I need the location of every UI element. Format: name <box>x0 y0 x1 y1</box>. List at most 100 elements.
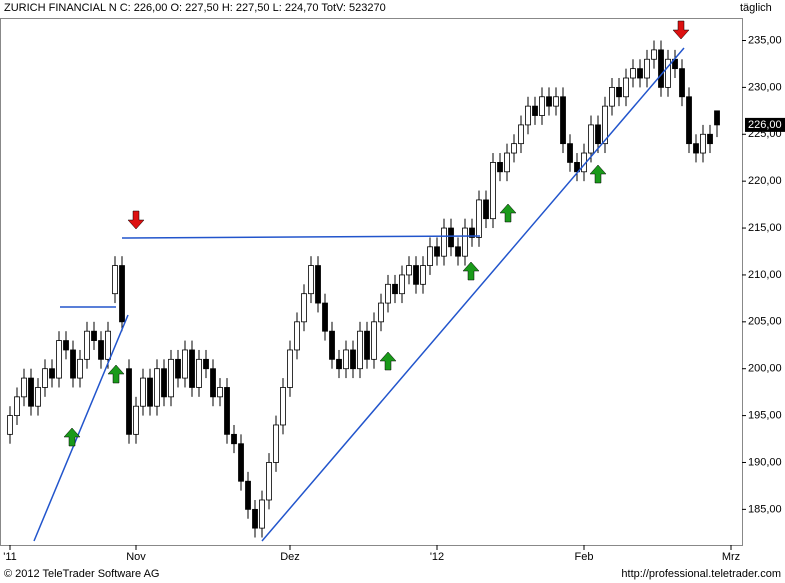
candle-body <box>637 68 643 79</box>
candle-body <box>322 302 328 332</box>
candle-body <box>126 368 132 435</box>
candle-body <box>350 349 356 370</box>
candle-body <box>266 462 272 501</box>
candle-body <box>700 133 706 154</box>
candle-body <box>602 105 608 145</box>
y-tick-label: 215,00 <box>748 222 782 234</box>
buy-arrow <box>589 164 607 184</box>
candle-body <box>462 227 468 257</box>
candle-body <box>539 96 545 116</box>
candle-body <box>679 68 685 98</box>
candle-body <box>490 162 496 220</box>
candle-body <box>567 143 573 163</box>
candle-body <box>231 433 237 445</box>
candle-body <box>182 349 188 379</box>
y-tick-label: 195,00 <box>748 410 782 422</box>
trend-line <box>33 314 129 542</box>
candle-body <box>497 162 503 173</box>
candle-body <box>105 330 111 360</box>
candle-body <box>49 368 55 379</box>
candle-body <box>63 340 69 351</box>
candle-body <box>133 405 139 435</box>
last-price-box <box>745 117 785 132</box>
candle-body <box>455 246 461 257</box>
y-tick-label: 210,00 <box>748 269 782 281</box>
candle-body <box>406 265 412 276</box>
candle-body <box>294 321 300 351</box>
candle-body <box>273 424 279 463</box>
candle-body <box>224 387 230 435</box>
candle-body <box>203 358 209 370</box>
candle-body <box>252 508 258 529</box>
trend-line <box>121 235 481 239</box>
candle-body <box>77 358 83 379</box>
candle-body <box>616 86 622 98</box>
candle-body <box>28 377 34 407</box>
y-tick-label: 220,00 <box>748 175 782 187</box>
plot-frame <box>0 18 743 546</box>
y-tick-label: 190,00 <box>748 456 782 468</box>
candle-body <box>553 96 559 107</box>
candle-body <box>287 349 293 388</box>
candle-body <box>609 86 615 107</box>
candle-body <box>532 105 538 116</box>
y-tick-label: 200,00 <box>748 363 782 375</box>
candle-body <box>245 480 251 510</box>
trend-line <box>261 47 685 542</box>
candle-body <box>14 396 20 416</box>
candle-body <box>140 377 146 407</box>
candle-body <box>518 124 524 145</box>
url: http://professional.teletrader.com <box>621 568 781 580</box>
candle-body <box>378 302 384 323</box>
signals <box>63 20 690 447</box>
candle-body <box>413 265 419 285</box>
candle-body <box>35 387 41 407</box>
candle-body <box>175 358 181 379</box>
candle-body <box>301 293 307 323</box>
candle-body <box>56 340 62 379</box>
buy-arrow <box>107 364 125 384</box>
buy-arrow <box>63 427 81 447</box>
x-tick-label: '11 <box>3 551 17 563</box>
header-title: ZURICH FINANCIAL N C: 226,00 O: 227,50 H… <box>4 2 386 14</box>
candle-body <box>315 265 321 304</box>
candle-body <box>658 49 664 88</box>
candle-body <box>714 110 720 126</box>
candle-body <box>371 321 377 360</box>
candle-body <box>147 377 153 407</box>
candle-body <box>511 143 517 154</box>
candle-body <box>420 265 426 285</box>
x-tick-label: '12 <box>430 551 444 563</box>
buy-arrow <box>379 351 397 371</box>
candle-body <box>119 265 125 323</box>
candle-body <box>476 199 482 238</box>
candle-body <box>357 330 363 370</box>
candle-body <box>588 124 594 154</box>
candle-body <box>280 387 286 426</box>
y-tick-label: 205,00 <box>748 316 782 328</box>
candle-body <box>483 199 489 220</box>
candle-body <box>427 246 433 266</box>
candle-body <box>308 265 314 295</box>
candle-body <box>623 77 629 98</box>
candle-body <box>84 330 90 360</box>
candle-body <box>329 330 335 360</box>
annotations <box>33 47 685 542</box>
candle-body <box>98 340 104 360</box>
candle-body <box>112 265 118 295</box>
candle-body <box>399 274 405 295</box>
candle-body <box>707 133 713 145</box>
x-tick-label: Nov <box>126 551 146 563</box>
candle-body <box>154 368 160 407</box>
buy-arrow <box>499 203 517 223</box>
copyright: © 2012 TeleTrader Software AG <box>4 568 159 580</box>
candle-body <box>574 162 580 173</box>
candle-body <box>686 96 692 145</box>
candle-body <box>336 358 342 370</box>
x-tick-label: Feb <box>575 551 594 563</box>
candle-body <box>168 358 174 398</box>
candle-body <box>448 227 454 248</box>
candle-body <box>70 349 76 379</box>
x-tick-label: Dez <box>280 551 300 563</box>
candle-body <box>644 58 650 79</box>
